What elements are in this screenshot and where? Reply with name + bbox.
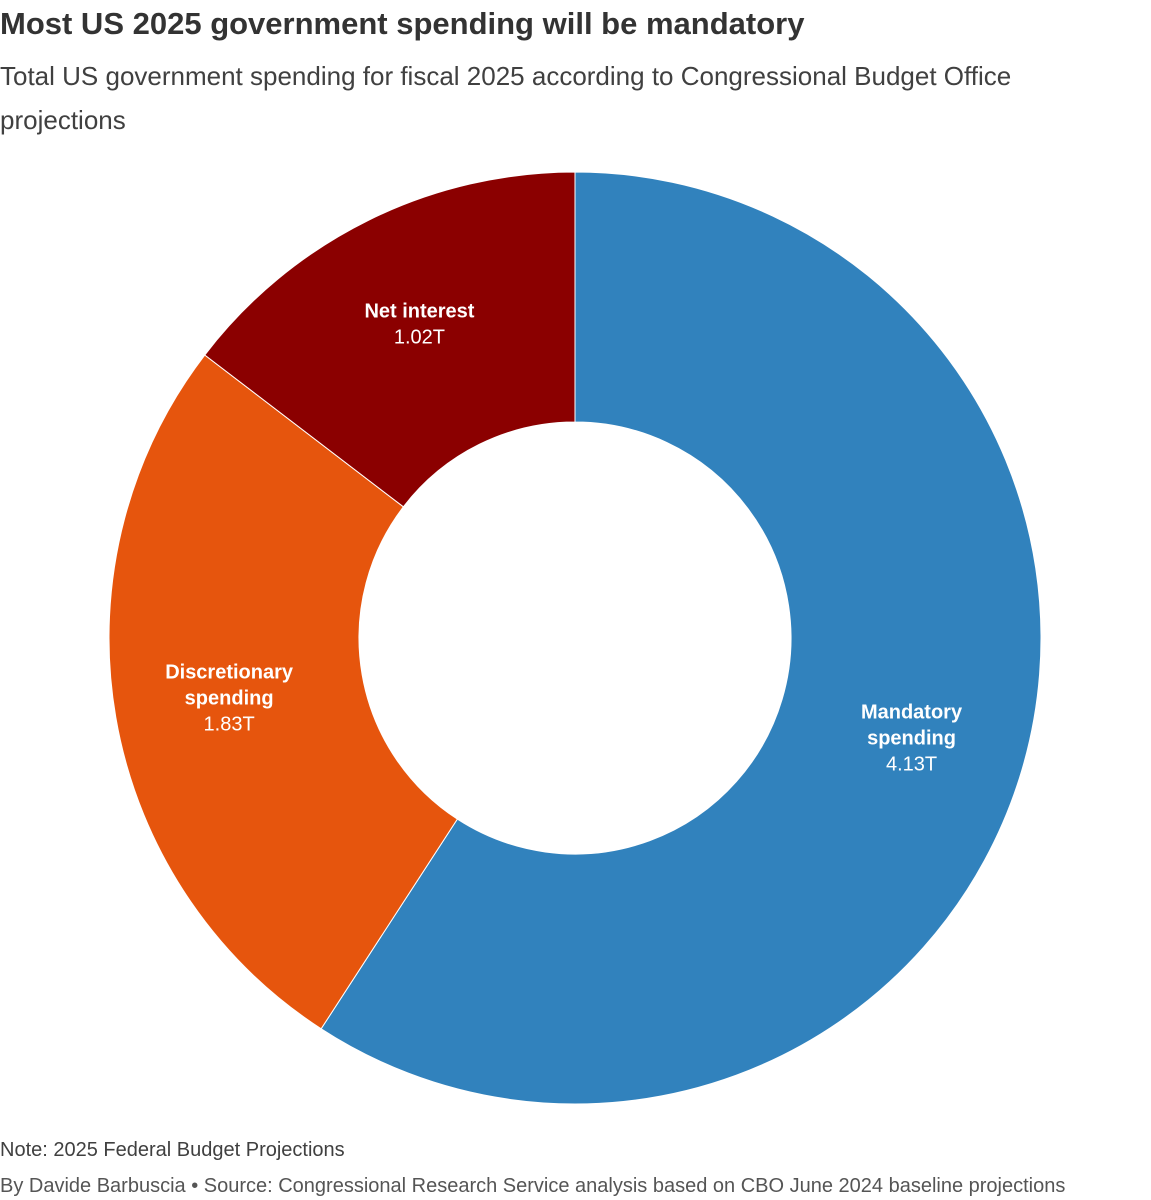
slice-net-interest [204,171,576,508]
slice-label-discretionary-spending-line-0: Discretionary [165,662,294,684]
slice-discretionary-spending [108,354,459,1030]
chart-note: Note: 2025 Federal Budget Projections [0,1139,345,1161]
slice-label-discretionary-spending-line-1: spending [185,688,274,710]
slice-value-discretionary-spending: 1.83T [204,714,255,736]
slice-value-net-interest: 1.02T [394,326,445,348]
slice-label-mandatory-spending-line-0: Mandatory [861,702,963,724]
chart-byline: By Davide Barbuscia • Source: Congressio… [0,1175,1066,1197]
donut-slices [108,171,1042,1105]
slice-mandatory-spending [320,171,1042,1105]
donut-labels: Mandatory spending 4.13T Discretionary spend… [165,300,963,775]
slice-label-net-interest-line-0: Net interest [364,300,474,322]
chart-title: Most US 2025 government spending will be… [0,6,805,41]
donut-chart: Mandatory spending 4.13T Discretionary spend… [108,171,1042,1105]
slice-value-mandatory-spending: 4.13T [886,754,937,776]
chart-subtitle: Total US government spending for fiscal … [0,61,1012,135]
slice-label-mandatory-spending-line-1: spending [867,728,956,750]
